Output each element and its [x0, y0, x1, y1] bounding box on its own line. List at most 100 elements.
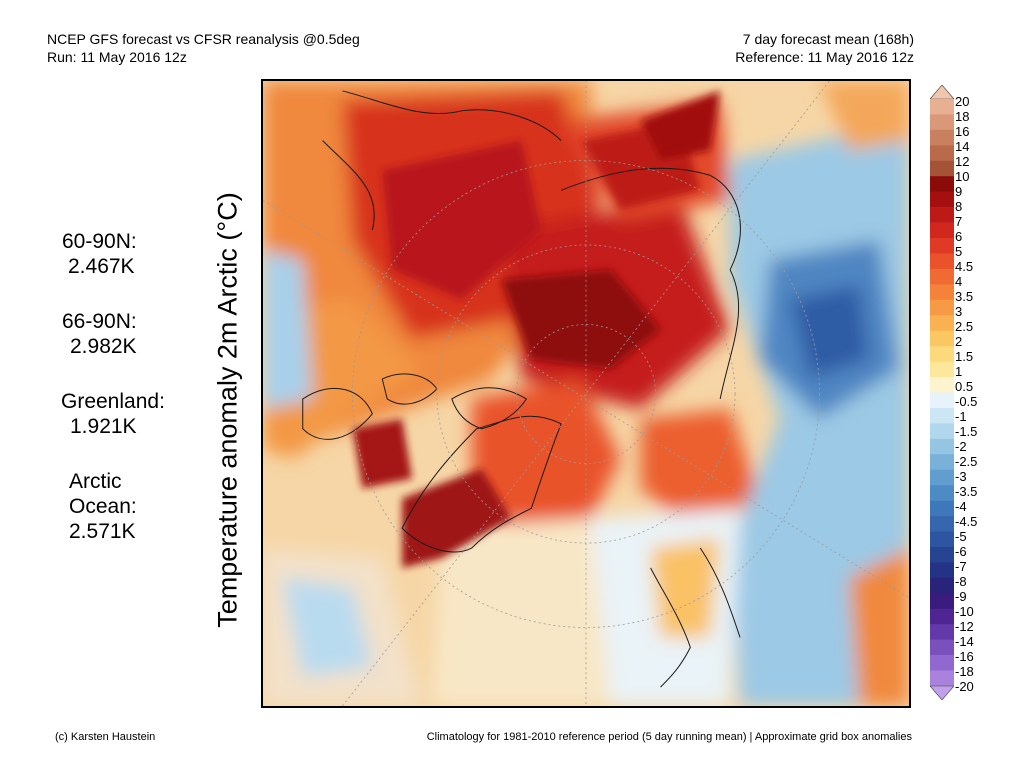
colorbar-tick-label: -2.5 — [955, 453, 978, 469]
colorbar-segment — [930, 207, 954, 223]
colorbar-tick-label: -9 — [955, 588, 967, 604]
colorbar-segment — [930, 577, 954, 594]
colorbar-tick-label: 9 — [955, 183, 963, 199]
colorbar-tick-label: 3.5 — [955, 288, 974, 304]
colorbar-tick-label: 2.5 — [955, 318, 974, 334]
colorbar-segment — [930, 639, 954, 656]
colorbar-segment — [930, 176, 954, 192]
colorbar-segment — [930, 624, 954, 640]
colorbar-segment — [930, 392, 954, 409]
colorbar-tick-label: -1.5 — [955, 423, 978, 439]
colorbar-tick-label: -4 — [955, 498, 967, 514]
colorbar-tick-label: 14 — [955, 138, 970, 154]
colorbar-segment — [930, 655, 954, 671]
colorbar-tick-label: -5 — [955, 528, 967, 544]
coastlines — [302, 90, 741, 688]
colorbar-segment — [930, 500, 954, 517]
colorbar-segment — [930, 438, 954, 455]
colorbar-tick-label: 4 — [955, 273, 963, 289]
colorbar-tick-label: 4.5 — [955, 258, 974, 274]
stat-greenland: Greenland: 1.921K — [61, 389, 165, 439]
stat-value: 2.467K — [68, 255, 135, 278]
title-line-model: NCEP GFS forecast vs CFSR reanalysis @0.… — [47, 31, 360, 47]
stat-label: 60-90N: — [62, 230, 137, 253]
stat-label: Arctic — [69, 470, 122, 493]
stat-66-90n: 66-90N: 2.982K — [62, 309, 137, 359]
colorbar-segment — [930, 268, 954, 285]
colorbar-tick-label: -18 — [955, 663, 974, 679]
copyright-credit: (c) Karsten Haustein — [55, 731, 156, 743]
colorbar-tick-label: 2 — [955, 333, 963, 349]
colorbar-segment — [930, 423, 954, 440]
stat-label: 66-90N: — [62, 310, 137, 333]
colorbar-segment — [930, 562, 954, 579]
anomaly-field — [263, 81, 909, 706]
colorbar-segment — [930, 238, 954, 254]
stat-60-90n: 60-90N: 2.467K — [62, 229, 137, 279]
forecast-reference: Reference: 11 May 2016 12z — [735, 49, 914, 65]
anomaly-core — [352, 90, 721, 568]
colorbar-tick-label: 5 — [955, 243, 963, 259]
colorbar-tick-label: 0.5 — [955, 378, 974, 394]
colorbar-labels: 20 18 16 14 12 10 9 8 7 6 5 4.5 4 3.5 3 2.5 2 1.5 1 0.5 -0.5… — [955, 0, 1015, 768]
colorbar-segment — [930, 284, 954, 301]
colorbar-tick-label: -2 — [955, 438, 967, 454]
colorbar-segment — [930, 160, 954, 177]
colorbar-tick-label: 3 — [955, 303, 963, 319]
colorbar-segment — [930, 145, 954, 162]
colorbar-segment — [930, 361, 954, 378]
colorbar-tick-label: -12 — [955, 618, 974, 634]
colorbar-extend-bottom — [930, 685, 954, 700]
colorbar-segment — [930, 608, 954, 625]
colorbar-tick-label: -1 — [955, 408, 967, 424]
colorbar-tick-label: -16 — [955, 648, 974, 664]
colorbar-tick-label: 1 — [955, 363, 963, 379]
colorbar-segment — [930, 485, 954, 501]
colorbar-segment — [930, 469, 954, 486]
colorbar-tick-label: -0.5 — [955, 393, 978, 409]
colorbar-tick-label: -3.5 — [955, 483, 978, 499]
colorbar-tick-label: 12 — [955, 153, 970, 169]
stat-value: 1.921K — [70, 415, 137, 438]
colorbar-segment — [930, 593, 954, 610]
colorbar-tick-label: 1.5 — [955, 348, 974, 364]
colorbar-segment — [930, 531, 954, 548]
climatology-note: Climatology for 1981-2010 reference peri… — [426, 731, 912, 743]
colorbar-tick-label: -10 — [955, 603, 974, 619]
colorbar-segment — [930, 377, 954, 393]
colorbar-tick-label: 20 — [955, 93, 970, 109]
forecast-info: 7 day forecast mean (168h) Reference: 11… — [735, 30, 914, 66]
stat-value: 2.982K — [70, 335, 137, 358]
stat-label: Greenland: — [61, 390, 165, 413]
colorbar-tick-label: 16 — [955, 123, 970, 139]
colorbar-segment — [930, 454, 954, 471]
colorbar-tick-label: 8 — [955, 198, 963, 214]
stat-label-cont: Ocean: — [69, 495, 137, 518]
colorbar-tick-label: -8 — [955, 573, 967, 589]
colorbar-tick-label: -3 — [955, 468, 967, 484]
colorbar-segment — [930, 407, 954, 424]
colorbar-segment — [930, 346, 954, 362]
polar-map — [263, 81, 909, 706]
colorbar-tick-label: -7 — [955, 558, 967, 574]
anomaly-map — [261, 79, 911, 708]
colorbar-segment — [930, 546, 954, 563]
colorbar-tick-label: 18 — [955, 108, 970, 124]
colorbar-tick-label: 6 — [955, 228, 963, 244]
colorbar-segment — [930, 99, 954, 115]
stat-arctic-ocean: Arctic Ocean: 2.571K — [69, 469, 137, 544]
map-title: NCEP GFS forecast vs CFSR reanalysis @0.… — [47, 30, 360, 66]
colorbar-segment — [930, 114, 954, 131]
colorbar-segment — [930, 253, 954, 270]
colorbar-segment — [930, 330, 954, 347]
colorbar-segment — [930, 315, 954, 332]
forecast-period: 7 day forecast mean (168h) — [742, 31, 914, 47]
colorbar-tick-label: 7 — [955, 213, 963, 229]
colorbar-segment — [930, 670, 954, 687]
colorbar-segment — [930, 222, 954, 239]
colorbar-segment — [930, 516, 954, 532]
colorbar-extend-top — [930, 85, 954, 100]
colorbar-segment — [930, 129, 954, 146]
y-axis-label: Temperature anomaly 2m Arctic (°C) — [212, 192, 243, 628]
colorbar-segment — [930, 299, 954, 316]
